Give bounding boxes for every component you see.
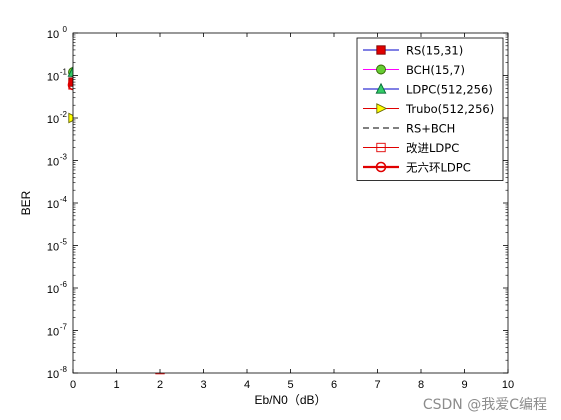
x-tick-label: 2 — [157, 379, 163, 391]
y-tick-exponent: -2 — [60, 110, 68, 119]
y-tick-label: 10 — [47, 369, 59, 381]
x-axis-label: Eb/N0（dB） — [254, 393, 326, 407]
legend: RS(15,31) BCH(15,7) LDPC(512,256) Trubo(512… — [356, 37, 504, 181]
y-tick-label: 10 — [47, 114, 59, 126]
legend-label: 无六环LDPC — [406, 161, 471, 175]
y-tick-label: 10 — [47, 242, 59, 254]
legend-marker — [376, 64, 386, 75]
y-tick-exponent: -7 — [60, 323, 68, 332]
legend-marker — [375, 161, 387, 173]
y-tick-exponent: -1 — [60, 68, 68, 77]
legend-entry: BCH(15,7) — [363, 63, 465, 77]
x-tick-label: 5 — [287, 379, 293, 391]
legend-marker — [376, 45, 386, 55]
legend-entry: LDPC(512,256) — [363, 83, 493, 97]
x-tick-label: 7 — [374, 379, 380, 391]
y-tick-label: 10 — [47, 29, 59, 41]
legend-label: RS(15,31) — [406, 44, 463, 58]
legend-entry: RS+BCH — [363, 122, 455, 136]
legend-label: LDPC(512,256) — [406, 83, 493, 97]
y-tick-label: 10 — [47, 199, 59, 211]
x-tick-label: 10 — [502, 379, 514, 391]
x-tick-label: 0 — [70, 379, 76, 391]
x-tick-label: 9 — [461, 379, 467, 391]
x-tick-label: 3 — [200, 379, 206, 391]
y-tick-label: 10 — [47, 72, 59, 84]
y-tick-exponent: -6 — [60, 280, 68, 289]
legend-marker — [375, 82, 387, 94]
legend-label: 改进LDPC — [406, 141, 459, 155]
legend-label: Trubo(512,256) — [405, 102, 494, 116]
legend-entry: RS(15,31) — [363, 44, 463, 58]
y-axis-label: BER — [19, 190, 33, 215]
legend-entry: Trubo(512,256) — [363, 102, 494, 116]
legend-label: BCH(15,7) — [406, 63, 465, 77]
x-tick-label: 8 — [418, 379, 424, 391]
y-tick-exponent: -5 — [60, 238, 68, 247]
legend-marker — [376, 142, 386, 153]
y-tick-label: 10 — [47, 157, 59, 169]
x-tick-label: 6 — [331, 379, 337, 391]
legend-entry: 改进LDPC — [363, 141, 459, 155]
watermark: CSDN @我爱C编程 — [422, 397, 547, 413]
y-tick-label: 10 — [47, 327, 59, 339]
y-tick-label: 10 — [47, 284, 59, 296]
y-tick-exponent: 0 — [63, 25, 68, 34]
legend-label: RS+BCH — [406, 122, 455, 136]
legend-entry: 无六环LDPC — [363, 161, 471, 175]
x-tick-label: 4 — [244, 379, 250, 391]
y-tick-exponent: -4 — [60, 195, 68, 204]
y-tick-exponent: -8 — [60, 365, 68, 374]
y-tick-exponent: -3 — [60, 153, 68, 162]
legend-marker — [376, 103, 388, 114]
x-tick-label: 1 — [113, 379, 119, 391]
